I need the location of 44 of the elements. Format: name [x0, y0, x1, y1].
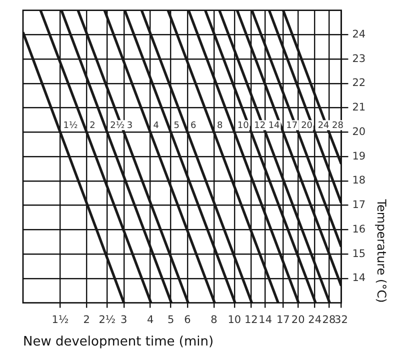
y-tick-label: 14 [352, 272, 366, 284]
x-tick-label: 32 [334, 314, 348, 326]
x-tick-label: 24 [308, 314, 322, 326]
annotation: 17 [286, 121, 298, 132]
y-tick-label: 19 [352, 150, 366, 162]
x-axis-title: New development time (min) [23, 334, 214, 350]
annotation: 14 [268, 121, 280, 132]
annotation: 8 [216, 121, 223, 132]
y-tick-label: 16 [352, 223, 366, 236]
x-tick-label: 12 [244, 314, 258, 326]
x-tick-label: 10 [228, 314, 242, 326]
y-tick-label: 15 [352, 248, 366, 260]
x-tick-label: 5 [167, 314, 174, 326]
annotation: 6 [190, 121, 197, 132]
annotation: 1½ [63, 121, 78, 132]
annotation: 12 [254, 121, 266, 132]
y-tick-label: 17 [352, 199, 366, 212]
x-tick-label: 4 [146, 314, 154, 326]
annotation: 2 [90, 121, 96, 132]
y-tick-label: 22 [352, 77, 366, 90]
y-tick-label: 20 [352, 126, 366, 138]
x-tick-label: 2½ [98, 314, 116, 326]
y-tick-label: 24 [352, 28, 366, 40]
annotation: 20 [301, 121, 313, 132]
annotation: 3 [126, 121, 133, 132]
annotation: 4 [153, 121, 160, 132]
x-tick-label: 6 [184, 314, 192, 326]
x-tick-label: 14 [258, 314, 272, 326]
y-tick-label: 23 [352, 52, 366, 65]
y-axis-title: Temperature (°C) [374, 198, 389, 303]
x-tick-label: 28 [322, 314, 336, 326]
x-tick-label: 2 [83, 314, 90, 326]
y-tick-label: 18 [352, 174, 366, 187]
y-tick-label: 21 [352, 102, 366, 114]
annotation: 28 [332, 121, 344, 132]
annotation: 5 [174, 121, 180, 132]
annotation: 2½ [110, 121, 125, 132]
annotation: 24 [318, 121, 330, 132]
x-tick-label: 17 [276, 314, 290, 326]
x-tick-label: 3 [120, 314, 128, 326]
annotation: 10 [237, 121, 250, 132]
x-tick-label: 8 [210, 314, 218, 326]
x-tick-label: 1½ [52, 314, 69, 326]
x-tick-label: 20 [291, 314, 305, 326]
